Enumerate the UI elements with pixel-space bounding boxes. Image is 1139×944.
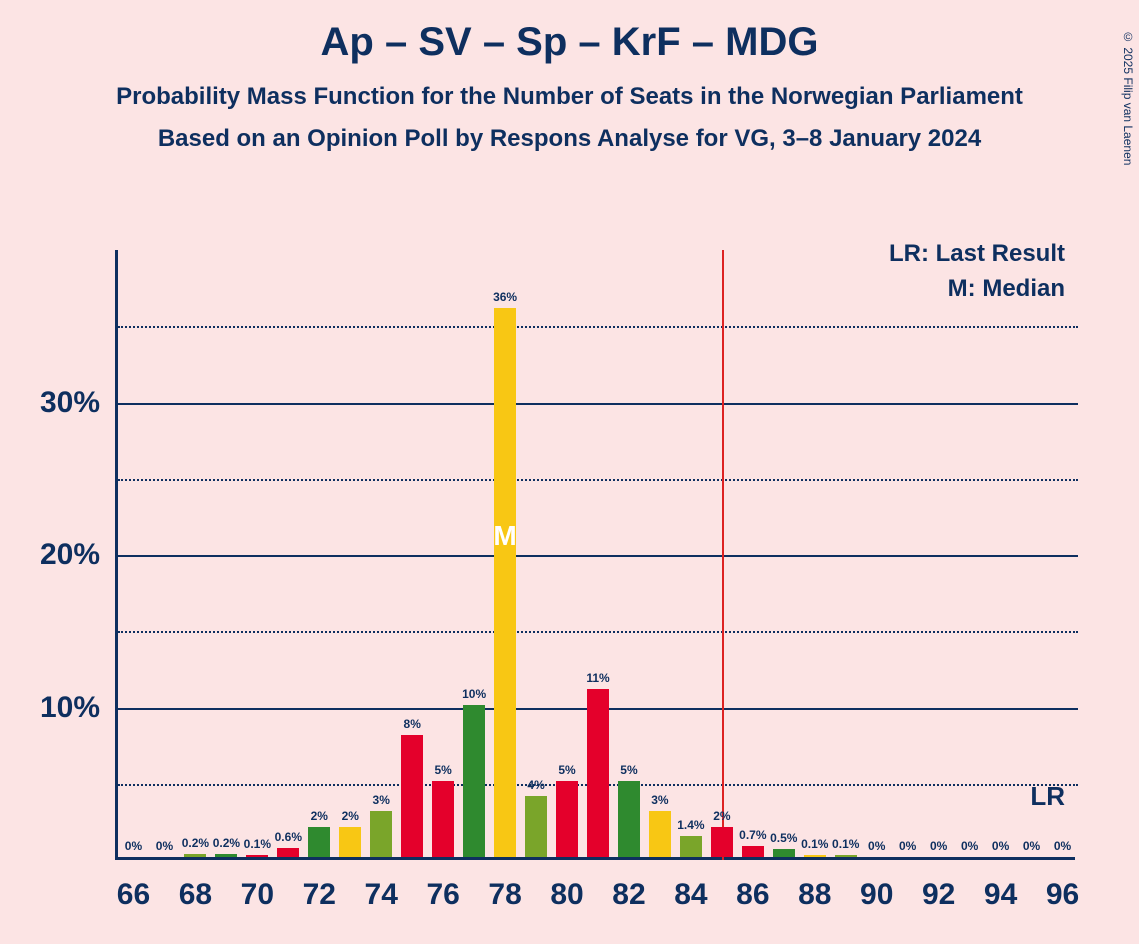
bar-value-label: 0% [992,839,1009,853]
bar-value-label: 0.1% [832,837,859,851]
bar-value-label: 5% [620,763,637,777]
gridline-minor [118,326,1078,328]
bar [494,308,516,857]
bar [556,781,578,857]
bar-value-label: 0% [156,839,173,853]
bar-value-label: 5% [434,763,451,777]
bar-value-label: 0.7% [739,828,766,842]
bar-value-label: 0% [930,839,947,853]
legend-median: M: Median [948,275,1065,303]
bar-value-label: 8% [404,717,421,731]
x-axis-label: 72 [303,878,336,912]
x-axis-label: 84 [674,878,707,912]
bar-value-label: 0% [961,839,978,853]
bar-value-label: 0% [1023,839,1040,853]
bar [463,705,485,858]
bar [618,781,640,857]
gridline-minor [118,479,1078,481]
bar [246,855,268,857]
y-axis-label: 20% [40,538,100,572]
bar [649,811,671,857]
bar-value-label: 0% [1054,839,1071,853]
bar [215,854,237,857]
plot-area: LR: Last Result M: Median LR 0%0%0.2%0.2… [115,250,1075,860]
bar-value-label: 36% [493,290,517,304]
chart-subtitle-1: Probability Mass Function for the Number… [0,83,1139,111]
bar [804,855,826,857]
bar-value-label: 4% [527,778,544,792]
bar-value-label: 0.2% [182,836,209,850]
bar [773,849,795,857]
bar-value-label: 0% [868,839,885,853]
bar [587,689,609,857]
chart-title: Ap – SV – Sp – KrF – MDG [0,20,1139,65]
gridline-minor [118,631,1078,633]
chart-subtitle-2: Based on an Opinion Poll by Respons Anal… [0,125,1139,153]
gridline-major [118,555,1078,557]
legend-lr: LR: Last Result [889,240,1065,268]
bar-value-label: 0.1% [244,837,271,851]
bar-value-label: 11% [586,671,609,685]
bar [370,811,392,857]
bar [401,735,423,857]
bar-value-label: 2% [713,809,730,823]
bar-value-label: 0.1% [801,837,828,851]
bar-value-label: 0.6% [275,830,302,844]
bar-value-label: 0.5% [770,831,797,845]
bar [277,848,299,857]
x-axis-label: 92 [922,878,955,912]
bar-value-label: 1.4% [677,818,704,832]
bar [742,846,764,857]
x-axis-label: 96 [1046,878,1079,912]
x-axis-label: 74 [365,878,398,912]
bar [525,796,547,857]
gridline-major [118,403,1078,405]
bar-value-label: 3% [651,793,668,807]
y-axis-label: 30% [40,386,100,420]
bar [432,781,454,857]
bar-value-label: 0% [125,839,142,853]
bar [711,827,733,858]
x-axis-label: 78 [488,878,521,912]
bar [184,854,206,857]
x-axis-label: 86 [736,878,769,912]
x-axis-label: 88 [798,878,831,912]
bar-value-label: 3% [373,793,390,807]
bar [339,827,361,858]
bar-value-label: 5% [558,763,575,777]
x-axis-label: 66 [117,878,150,912]
x-axis-label: 82 [612,878,645,912]
bar-value-label: 0% [899,839,916,853]
x-axis-label: 76 [426,878,459,912]
x-axis-label: 70 [241,878,274,912]
bar [308,827,330,858]
x-axis-label: 68 [179,878,212,912]
x-axis-label: 94 [984,878,1017,912]
median-marker: M [493,520,516,552]
x-axis-label: 90 [860,878,893,912]
bar [680,836,702,857]
last-result-line [722,250,724,860]
bar [835,855,857,857]
x-axis-label: 80 [550,878,583,912]
chart-area: LR: Last Result M: Median LR 0%0%0.2%0.2… [115,250,1075,860]
bar-value-label: 2% [342,809,359,823]
bar-value-label: 10% [462,687,486,701]
y-axis-label: 10% [40,691,100,725]
bar-value-label: 0.2% [213,836,240,850]
bar-value-label: 2% [311,809,328,823]
credit-text: © 2025 Filip van Laenen [1121,30,1135,165]
